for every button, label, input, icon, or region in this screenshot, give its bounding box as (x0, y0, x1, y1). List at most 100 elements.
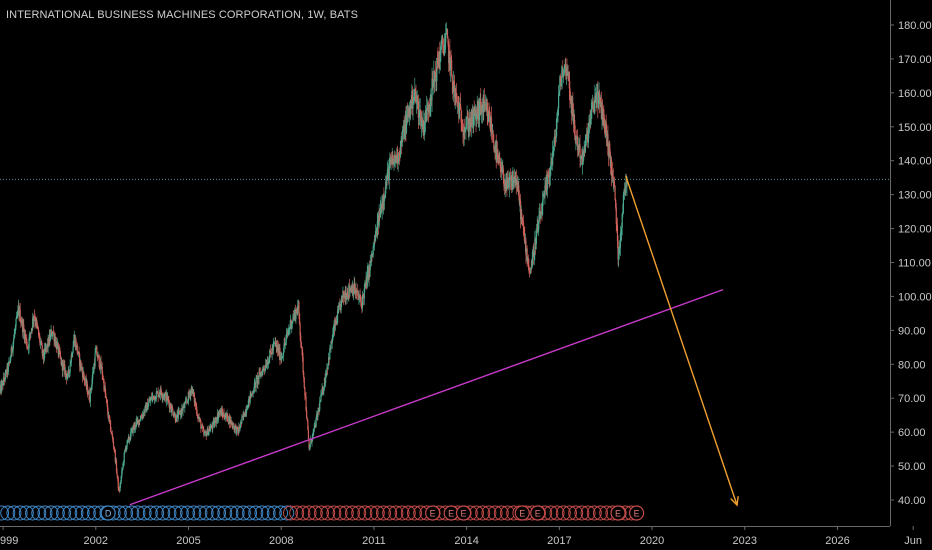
earnings-marker[interactable] (357, 505, 373, 521)
earnings-marker[interactable] (493, 505, 509, 521)
dividend-marker[interactable] (155, 505, 171, 521)
dividend-marker[interactable] (204, 505, 220, 521)
earnings-marker[interactable] (394, 505, 410, 521)
earnings-marker[interactable] (307, 505, 323, 521)
earnings-marker[interactable] (332, 505, 348, 521)
dividend-marker[interactable] (217, 505, 233, 521)
earnings-marker-labeled[interactable] (455, 505, 472, 521)
candle-body (196, 407, 198, 415)
dividend-marker[interactable] (56, 505, 72, 521)
dividend-marker[interactable] (248, 505, 264, 521)
earnings-marker-labeled[interactable] (514, 505, 530, 521)
candle-body (166, 393, 168, 401)
dividend-marker-labeled[interactable] (100, 505, 116, 521)
support-trendline[interactable] (129, 288, 724, 506)
earnings-marker[interactable] (555, 505, 571, 521)
earnings-marker[interactable] (375, 505, 391, 521)
dividend-marker[interactable] (235, 505, 251, 521)
earnings-marker[interactable] (487, 505, 503, 521)
earnings-marker[interactable] (363, 505, 379, 521)
earnings-marker[interactable] (289, 505, 305, 521)
dividend-marker[interactable] (223, 505, 239, 521)
earnings-marker[interactable] (295, 505, 311, 521)
dividend-marker[interactable] (6, 505, 22, 521)
dividend-marker[interactable] (211, 505, 227, 521)
candle-body (473, 108, 475, 128)
dividend-marker[interactable] (167, 505, 183, 521)
dividend-marker[interactable] (242, 505, 258, 521)
candle-body (417, 99, 419, 102)
dividend-marker[interactable] (273, 505, 289, 521)
earnings-marker[interactable] (580, 505, 596, 521)
dividend-marker[interactable] (62, 505, 78, 521)
earnings-marker[interactable] (574, 505, 590, 521)
dividend-marker[interactable] (37, 505, 53, 521)
dividend-marker[interactable] (0, 505, 16, 521)
earnings-marker[interactable] (400, 505, 416, 521)
earnings-marker[interactable] (369, 505, 385, 521)
candle-body (162, 396, 164, 398)
dividend-marker[interactable] (74, 505, 90, 521)
dividend-marker[interactable] (0, 505, 10, 521)
earnings-marker[interactable] (313, 505, 329, 521)
candle-body (122, 463, 124, 469)
dividend-marker[interactable] (18, 505, 34, 521)
dividend-marker[interactable] (198, 505, 214, 521)
earnings-marker[interactable] (382, 505, 398, 521)
dividend-marker[interactable] (149, 505, 165, 521)
earnings-marker-labeled[interactable] (530, 505, 546, 521)
earnings-marker[interactable] (338, 505, 354, 521)
dividend-marker[interactable] (136, 505, 152, 521)
dividend-marker[interactable] (118, 505, 134, 521)
candle-body (467, 116, 469, 118)
earnings-marker-labeled[interactable] (425, 505, 441, 521)
earnings-marker[interactable] (326, 505, 342, 521)
earnings-marker[interactable] (592, 505, 608, 521)
candle-body (457, 102, 459, 106)
dividend-marker[interactable] (260, 505, 276, 521)
candle-body (104, 386, 106, 394)
dividend-marker[interactable] (161, 505, 177, 521)
time-axis[interactable]: 999 2002 2005 2008 2011 2014 2017 2020 2023 2026 J… (0, 526, 922, 547)
dividend-marker[interactable] (192, 505, 208, 521)
dividend-marker[interactable] (124, 505, 140, 521)
earnings-marker[interactable] (586, 505, 602, 521)
earnings-marker[interactable] (475, 505, 491, 521)
candle-body (10, 347, 12, 358)
dividend-marker[interactable] (180, 505, 196, 521)
earnings-marker[interactable] (549, 505, 565, 521)
dividend-marker[interactable] (266, 505, 282, 521)
dividend-marker[interactable] (186, 505, 202, 521)
earnings-marker[interactable] (282, 505, 298, 521)
candle-body (527, 257, 529, 265)
earnings-marker[interactable] (568, 505, 584, 521)
earnings-marker[interactable] (351, 505, 367, 521)
earnings-marker[interactable] (406, 505, 422, 521)
time-tick-label: 999 (0, 535, 18, 547)
price-axis[interactable]: 180.00 170.00 160.00 150.00 140.00 130.00 120.… (890, 20, 932, 507)
earnings-marker-labeled[interactable] (610, 505, 626, 521)
earnings-marker[interactable] (561, 505, 577, 521)
earnings-marker[interactable] (481, 505, 497, 521)
dividend-marker[interactable] (80, 505, 96, 521)
dividend-marker[interactable] (279, 505, 295, 521)
dividend-marker[interactable] (142, 505, 158, 521)
dividend-marker[interactable] (254, 505, 270, 521)
dividend-marker[interactable] (25, 505, 41, 521)
dividend-marker[interactable] (31, 505, 47, 521)
earnings-marker[interactable] (344, 505, 360, 521)
earnings-marker[interactable] (320, 505, 336, 521)
earnings-marker[interactable] (388, 505, 404, 521)
dividend-marker[interactable] (229, 505, 245, 521)
earnings-marker-labeled[interactable] (628, 505, 645, 521)
candle-body (239, 427, 241, 429)
dividend-marker[interactable] (49, 505, 65, 521)
dividend-marker[interactable] (130, 505, 146, 521)
dividend-marker[interactable] (173, 505, 189, 521)
projection-trendline[interactable] (625, 175, 738, 506)
earnings-marker[interactable] (301, 505, 317, 521)
dividend-marker[interactable] (12, 505, 28, 521)
dividend-marker[interactable] (68, 505, 84, 521)
dividend-marker[interactable] (43, 505, 59, 521)
